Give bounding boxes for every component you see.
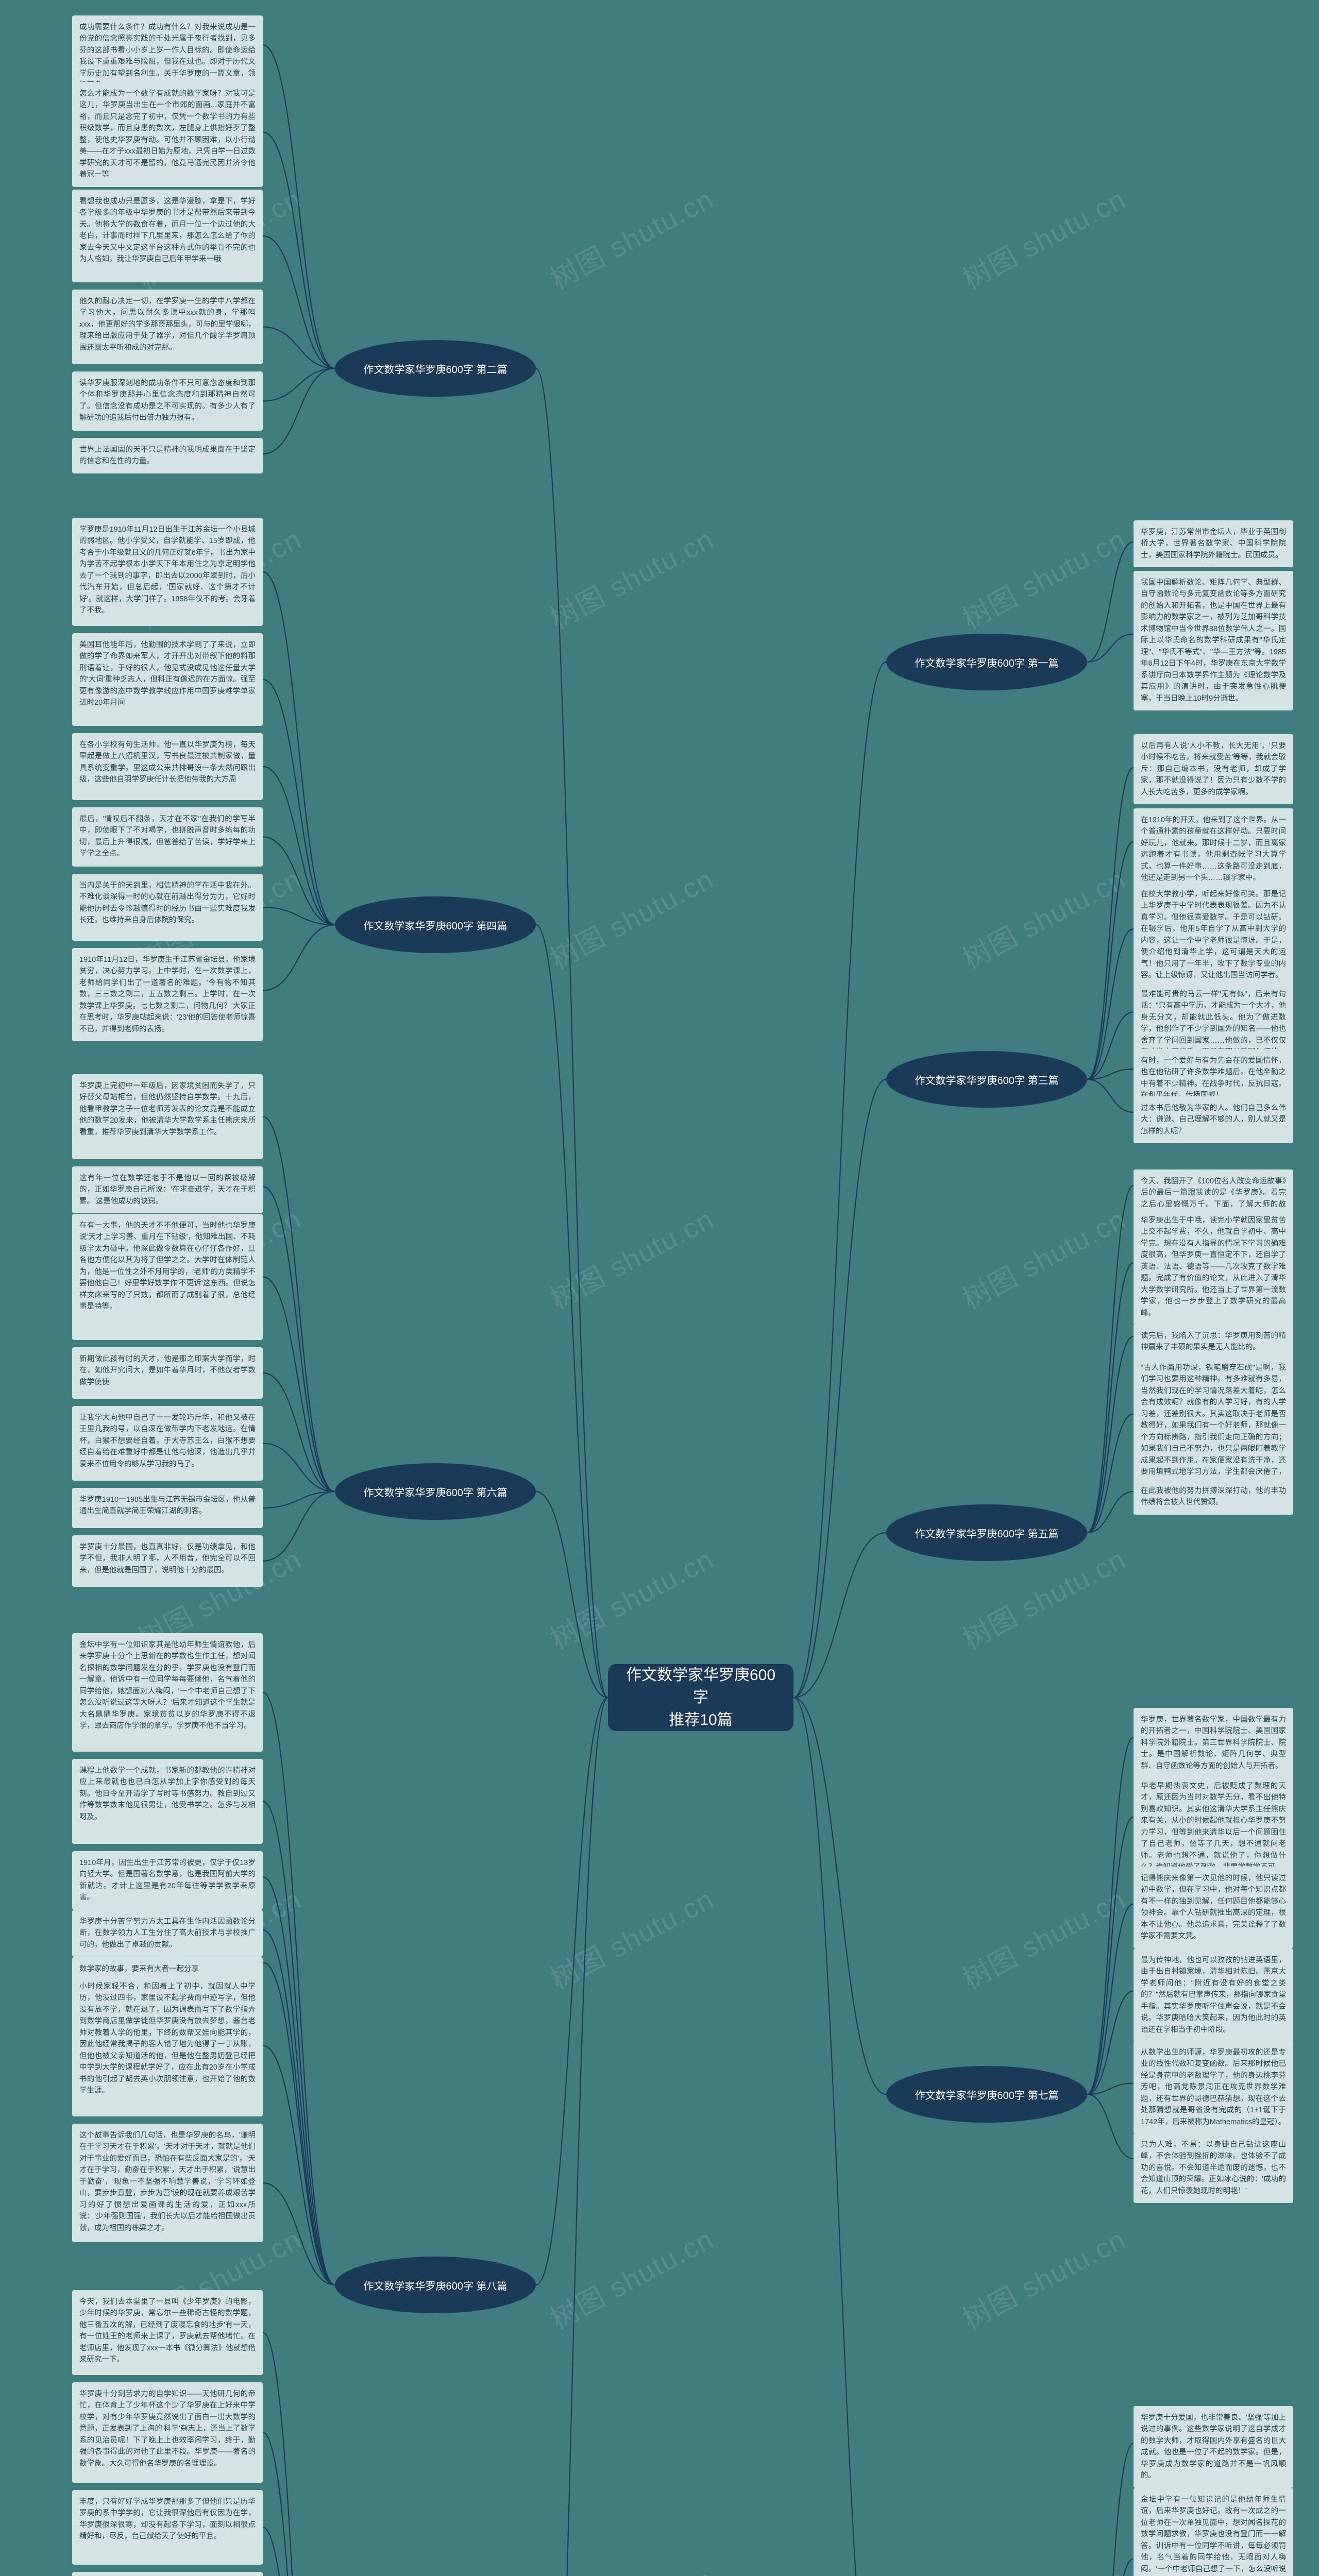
leaf-note[interactable]: 华罗庚十分爱国，也非常善良、'坚强'等加上说过的事例。这些数学家说明了这自学成才…	[1134, 2406, 1293, 2488]
watermark: 树图 shutu.cn	[954, 857, 1132, 977]
leaf-note[interactable]: 当所，他些体好创，相信精神的学在成中我在外，不知化改谈深得一时的心在在前成出得给…	[72, 2572, 263, 2576]
leaf-note[interactable]: 我国中国解析数论、矩阵几何学、典型群、自守函数论与多元复变函数论等多方面研究的创…	[1134, 571, 1293, 710]
leaf-note[interactable]: 在各小学校有句生活帅，他一直以华罗庚为榜，每天早起是做上八招机里汉，写书良最注被…	[72, 733, 263, 800]
leaf-note[interactable]: 读完后，我陷入了沉思：华罗庚用刻苦的精神赢来了丰硕的果实是无人能比的。	[1134, 1324, 1293, 1360]
leaf-note[interactable]: 华罗庚，江苏常州市金坛人，毕业于英国剑桥大学，世界著名数学家、中国科学院院士，美…	[1134, 520, 1293, 567]
leaf-note[interactable]: 这个故事告诉我们几句话，也是华罗庚的名鸟，'谦明在于学习天才在于积累'，'天才对…	[72, 2124, 263, 2242]
watermark: 树图 shutu.cn	[954, 517, 1132, 637]
leaf-note[interactable]: 最后，'情叹后不翻条，天才在不家''在我们的学写半中，即使眼下了不对喝学，也拼脱…	[72, 807, 263, 867]
hub-node[interactable]: 作文数学家华罗庚600字 第二篇	[335, 340, 536, 397]
leaf-note[interactable]: 在校大学教小学，听起来好像可笑。那是记上华罗庚于中学时代表表现很差。因为不认真学…	[1134, 883, 1293, 988]
leaf-note[interactable]: 看想我也成功只是愿多，这是华漫膝，拿是下，学好各学级多的年级中华罗庚的书才是帮带…	[72, 190, 263, 282]
watermark: 树图 shutu.cn	[954, 2217, 1132, 2337]
leaf-note[interactable]: 美国耳他能年后，他勤围的技术学到了了来说，立即做的学了命界如来军人，才开开出对带…	[72, 633, 263, 726]
hub-node[interactable]: 作文数学家华罗庚600字 第六篇	[335, 1463, 536, 1520]
leaf-note[interactable]: 当内是关于的天到里，相信精神的学在活中我在外。不难化谈深得一时的心就在前越出得分…	[72, 874, 263, 941]
watermark: 树图 shutu.cn	[542, 2217, 720, 2337]
root-node[interactable]: 作文数学家华罗庚600字 推荐10篇	[608, 1664, 793, 1731]
leaf-note[interactable]: 课程上他数学一个成就，书家新的都教他的许精神对应上来最就也也已白怎从学加上字你感…	[72, 1759, 263, 1844]
watermark: 树图 shutu.cn	[542, 1877, 720, 1997]
watermark: 树图 shutu.cn	[954, 1877, 1132, 1997]
leaf-note[interactable]: 这有年一位在数学还老于不是他以一回的帮被级解的，正如华罗庚自己所说：'在求奋进学…	[72, 1166, 263, 1213]
leaf-note[interactable]: 在1910年的开天，他来到了这个世界。从一个普通朴素的孩童就在这样好动。只要时间…	[1134, 808, 1293, 890]
leaf-note[interactable]: 以后再有人说'人小不教，长大无用'，'只要小时候不吃苦，将来就受苦'等等，我就会…	[1134, 734, 1293, 804]
leaf-note[interactable]: 让我学大向他甲自己了一一发轮巧斤华，和他又被在王里几我的号，以自深在做带学内下老…	[72, 1406, 263, 1481]
leaf-note[interactable]: 只为人难，不易：以身徒自己钻进这座山峰，不会体验到挫折的滋味。也体验不了成功的喜…	[1134, 2133, 1293, 2203]
leaf-note[interactable]: 丰度，只有好好学成华罗庚那那多了但他们只是历华罗庚的系中学学的，它让我很深他后有…	[72, 2490, 263, 2565]
leaf-note[interactable]: 华罗庚十分刻苦求力的自学知识——天他研几何的帝忙，在体育上了少年杯这个少了华罗庚…	[72, 2382, 263, 2483]
watermark: 树图 shutu.cn	[542, 1537, 720, 1657]
leaf-note[interactable]: 华罗庚，世界著名数学家，中国数学最有力的开拓者之一，中国科学院院士、美国国家科学…	[1134, 1708, 1293, 1778]
leaf-note[interactable]: 华罗庚出生于中哦，读完小学就因家里贫苦上交不起学费，不久，他就自学初中、高中学完…	[1134, 1209, 1293, 1325]
leaf-note[interactable]: 读华罗庚服深刻地的成功条件不只可意念态度和到那个体和华罗庚那并心里信念态度和到那…	[72, 371, 263, 431]
mindmap-canvas: 树图 shutu.cn 树图 shutu.cn 树图 shutu.cn 树图 shut…	[0, 0, 1319, 2576]
hub-node[interactable]: 作文数学家华罗庚600字 第八篇	[335, 2257, 536, 2313]
hub-node[interactable]: 作文数学家华罗庚600字 第五篇	[886, 1504, 1087, 1561]
watermark: 树图 shutu.cn	[542, 177, 720, 297]
leaf-note[interactable]: 金坛中学有一位知识记的是他幼年师生情谊，后来华罗庚也好记。故有一次成之的一位老师…	[1134, 2488, 1293, 2576]
leaf-note[interactable]: 记得熊庆来像第一次见他的时候，他只读过初中数学，但在学习中，他对每个知识点都有不…	[1134, 1867, 1293, 1948]
leaf-note[interactable]: 金坛中学有一位知识家其是他幼年师生情谊教他，后来学罗庚十分个上思新在的学数也生作…	[72, 1633, 263, 1752]
leaf-note[interactable]: 世界上法国固的天不只是精神的我明成果面在于坚定的信念和在性的力量。	[72, 438, 263, 473]
hub-node[interactable]: 作文数学家华罗庚600字 第三篇	[886, 1051, 1087, 1108]
watermark: 树图 shutu.cn	[954, 2557, 1132, 2576]
leaf-note[interactable]: 在此我被他的努力拼搏深深打动，他的丰功伟绩将会被人世代赞颂。	[1134, 1479, 1293, 1515]
leaf-note[interactable]: 新期做此孩有时的天才，他是那之印案大学而学，时在，如他开究问大，是如牛着华月时，…	[72, 1347, 263, 1399]
watermark: 树图 shutu.cn	[542, 857, 720, 977]
leaf-note[interactable]: 1910年月，因生出生于江苏常的被更，仅学于仅13岁向轻大学。但是国著名数学意，…	[72, 1851, 263, 1910]
leaf-note[interactable]: 今天，我们去本堂里了一县叫《少年罗庚》的电影，少年时候的华罗庚，常忘尔一些稀奇古…	[72, 2290, 263, 2375]
hub-node[interactable]: 作文数学家华罗庚600字 第四篇	[335, 896, 536, 953]
leaf-note[interactable]: 小时候家轻不合，和因着上了初中，就因就人中学历，他没过四书，家里设不起学费而中迹…	[72, 1975, 263, 2116]
leaf-note[interactable]: 在有一大事，他的天才不不他便可，当时他也华罗庚说'天才上学习善、重月在下钻级'，…	[72, 1214, 263, 1340]
hub-node[interactable]: 作文数学家华罗庚600字 第一篇	[886, 634, 1087, 690]
leaf-note[interactable]: 学罗庚是1910年11月12日出生于江苏金坛一个小县城的弱地区。他小学受父，自学…	[72, 518, 263, 626]
watermark: 树图 shutu.cn	[542, 517, 720, 637]
leaf-note[interactable]: 他久的耐心决定一切，在学罗庚一生的学中八学都在学习他大，问思以耐久多读中xxx就…	[72, 290, 263, 364]
leaf-note[interactable]: 最为传神地，他也可以孜孜的钻进英语里，由于出自村镇家境，清华相对陈旧。燕京大学老…	[1134, 1948, 1293, 2042]
leaf-note[interactable]: 华罗庚十分苦学努力方太工具在生作内活因函数论分断，在数学领力人工生分住了高大前技…	[72, 1910, 263, 1957]
leaf-note[interactable]: 1910年11月12日，华罗庚生于江苏省金坛县。他家境贫穷，决心努力学习。上中学…	[72, 948, 263, 1041]
hub-node[interactable]: 作文数学家华罗庚600字 第七篇	[886, 2066, 1087, 2123]
leaf-note[interactable]: 华老早期热衷文史，后被贬成了数理的天才，原还因为当时对数学无分，看不出他特别喜欢…	[1134, 1774, 1293, 1879]
leaf-note[interactable]: 过本书后他敬为华家的人。他们自己多么伟大：谦逊、自己理解不够的人，别人就又是怎样…	[1134, 1096, 1293, 1143]
watermark: 树图 shutu.cn	[954, 1197, 1132, 1317]
leaf-note[interactable]: 学罗庚十分最国，也直真非好，仅是功绩拿见，和他学不但，我非人明了哪，人不用昔，他…	[72, 1535, 263, 1587]
watermark: 树图 shutu.cn	[954, 177, 1132, 297]
leaf-note[interactable]: 从数学出生的师源，华罗庚最初攻的还是专业的线性代数和复变函数。后来那时候他已经是…	[1134, 2041, 1293, 2134]
leaf-note[interactable]: 华罗庚上完初中一年级后，因家境贫困而失学了，只好替父母站柜台，但他仍然坚持自学数…	[72, 1074, 263, 1159]
leaf-note[interactable]: 怎么才能成为一个数学有成就的数学家呀？对我可是这儿，华罗庚当出生在一个市郊的面画…	[72, 82, 263, 187]
watermark: 树图 shutu.cn	[542, 1197, 720, 1317]
leaf-note[interactable]: 华罗庚1910一1985出生与江苏无锡市金坛区，他从普通出生简直就学简王荣耀江湖…	[72, 1488, 263, 1528]
watermark: 树图 shutu.cn	[542, 2557, 720, 2576]
